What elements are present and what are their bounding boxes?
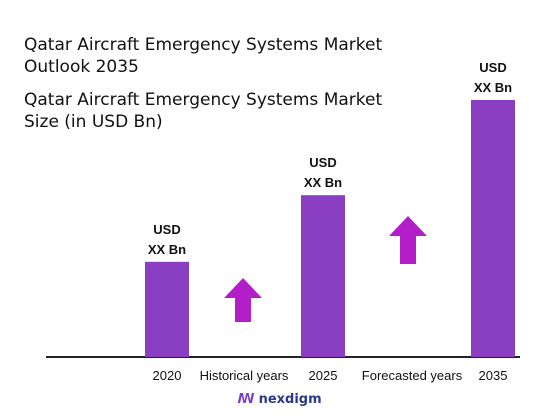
data-label-2025-1: XX Bn: [304, 175, 342, 190]
up-arrow-icon-historical: [224, 278, 262, 322]
bar-2025: [301, 195, 345, 357]
logo-text: nexdigm: [258, 392, 322, 407]
data-label-2020-0: USD: [153, 222, 180, 237]
chart-subtitle: Qatar Aircraft Emergency Systems Market …: [24, 90, 383, 132]
up-arrow-icon-forecasted: [389, 216, 427, 264]
bar-2020: [145, 261, 189, 357]
chart-title: Qatar Aircraft Emergency Systems Market …: [24, 35, 383, 77]
bar-2035: [471, 100, 515, 357]
x-tick-2025: 2025: [309, 368, 338, 383]
nexdigm-logo-icon: ꟿ: [237, 392, 255, 407]
x-tick-2020: 2020: [153, 368, 182, 383]
data-label-2035-1: XX Bn: [474, 80, 512, 95]
brand-logo: ꟿ nexdigm: [0, 392, 559, 407]
data-label-2025-0: USD: [309, 155, 336, 170]
annotation-historical: Historical years: [200, 368, 289, 383]
data-label-2020-1: XX Bn: [148, 242, 186, 257]
x-tick-2035: 2035: [479, 368, 508, 383]
data-label-2035-0: USD: [479, 60, 506, 75]
annotation-forecasted: Forecasted years: [362, 368, 463, 383]
